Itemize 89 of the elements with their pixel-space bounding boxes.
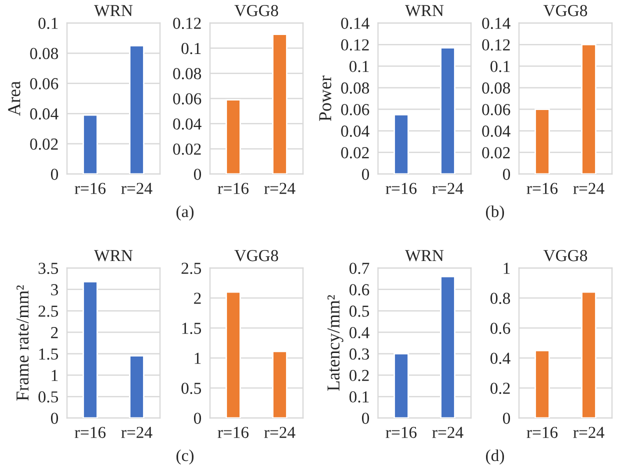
x-tick-label: r=16: [526, 182, 558, 194]
chart-title: VGG8: [543, 250, 588, 262]
y-tick-label: 3.5: [38, 262, 58, 274]
y-tick-label: 0: [194, 168, 202, 180]
chart-title: VGG8: [234, 250, 278, 262]
y-tick-label: 0.14: [341, 18, 370, 30]
y-tick-label: 0.04: [482, 126, 510, 137]
y-tick-label: 0.12: [341, 39, 369, 51]
y-tick-label: 0: [50, 168, 58, 180]
y-tick-label: 0.04: [341, 126, 370, 137]
y-tick-label: 2.5: [182, 262, 202, 274]
y-tick-label: 0.8: [490, 292, 510, 304]
y-tick-label: 1.5: [39, 348, 58, 360]
y-tick-label: 0.08: [173, 68, 202, 80]
y-tick-label: 0.3: [349, 348, 370, 360]
y-tick-label: 0.6: [490, 322, 510, 334]
y-tick-label: 0: [502, 168, 510, 180]
chart-title: WRN: [405, 250, 444, 262]
y-tick-label: 0: [362, 168, 370, 180]
y-tick-label: 0.5: [349, 306, 370, 317]
y-tick-label: 0.12: [173, 18, 201, 30]
chart-title: WRN: [94, 5, 133, 16]
y-tick-label: 0.12: [482, 39, 510, 51]
x-tick-label: r=24: [432, 426, 464, 438]
y-axis-title: Area: [8, 81, 20, 116]
x-tick-label: r=24: [121, 426, 152, 438]
chart-title: WRN: [94, 250, 133, 262]
y-tick-label: 0.1: [38, 18, 58, 30]
y-tick-label: 0.1: [349, 60, 369, 72]
y-axis-title: Power: [319, 76, 332, 122]
y-tick-label: 0: [362, 412, 370, 424]
y-tick-label: 0.02: [173, 144, 201, 155]
y-tick-label: 0.04: [173, 118, 202, 130]
y-tick-label: 1.5: [182, 322, 202, 334]
y-tick-label: 0.5: [181, 382, 202, 394]
y-tick-label: 0.4: [490, 352, 510, 364]
x-tick-label: r=24: [573, 426, 604, 438]
y-tick-label: 0: [50, 412, 58, 424]
y-tick-label: 0.06: [341, 104, 370, 116]
y-tick-label: 0: [194, 412, 202, 424]
x-tick-label: r=24: [121, 182, 152, 194]
x-tick-label: r=24: [573, 182, 604, 194]
text: (b): [486, 205, 504, 221]
y-tick-label: 0.02: [482, 147, 510, 158]
y-tick-label: 0.1: [490, 60, 510, 72]
x-tick-label: r=16: [218, 182, 249, 194]
y-tick-label: 0.5: [38, 391, 58, 403]
y-tick-label: 0.6: [349, 284, 370, 296]
y-tick-label: 0.7: [349, 262, 370, 274]
y-tick-label: 0.1: [349, 391, 369, 403]
y-tick-label: 2: [194, 292, 201, 304]
x-tick-label: r=16: [74, 182, 106, 194]
y-tick-label: 0: [502, 412, 510, 424]
y-tick-label: 0.02: [341, 147, 369, 158]
y-tick-label: 3: [51, 284, 58, 296]
y-tick-label: 0.06: [30, 78, 58, 90]
y-tick-label: 0.04: [30, 108, 58, 120]
text: (d): [486, 449, 504, 465]
x-tick-label: r=16: [74, 426, 106, 438]
y-tick-label: 0.08: [341, 82, 370, 94]
y-tick-label: 0.08: [30, 48, 58, 60]
text: (c): [176, 449, 194, 465]
x-tick-label: r=24: [432, 182, 464, 194]
y-tick-label: 0.1: [181, 42, 201, 54]
y-tick-label: 0.06: [173, 93, 202, 105]
x-tick-label: r=16: [386, 426, 417, 438]
y-tick-label: 1: [52, 370, 58, 381]
y-tick-label: 0.06: [482, 104, 510, 116]
chart-title: VGG8: [234, 4, 278, 16]
y-tick-label: 0.14: [482, 18, 510, 30]
x-tick-label: r=16: [218, 426, 249, 438]
y-tick-label: 0.4: [349, 326, 370, 338]
y-tick-label: 2: [51, 327, 58, 338]
x-tick-label: r=16: [386, 182, 417, 194]
y-tick-label: 1: [194, 352, 201, 364]
y-tick-label: 2.5: [38, 306, 58, 317]
x-tick-label: r=24: [264, 426, 296, 438]
y-tick-label: 0.08: [482, 82, 510, 94]
y-tick-label: 0.2: [349, 370, 369, 382]
text: (a): [176, 205, 194, 221]
y-tick-label: 0.2: [490, 382, 510, 394]
y-tick-label: 1: [504, 262, 510, 274]
x-tick-label: r=16: [526, 426, 558, 438]
y-axis-title: Frame rate/mm²: [16, 285, 29, 401]
chart-title: WRN: [405, 5, 444, 16]
y-axis-title: Latency/mm²: [327, 295, 344, 391]
y-tick-label: 0.02: [30, 138, 58, 150]
x-tick-label: r=24: [264, 182, 296, 194]
chart-title: VGG8: [543, 4, 588, 16]
